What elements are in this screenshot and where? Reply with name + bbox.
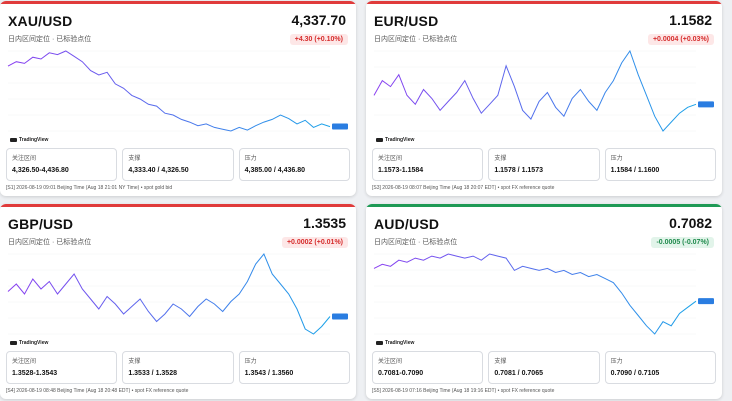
card-accent-bar bbox=[0, 1, 356, 4]
level-value: 1.1573-1.1584 bbox=[378, 167, 424, 174]
price-chart[interactable] bbox=[6, 250, 350, 348]
level-value: 0.7081-0.7090 bbox=[378, 370, 424, 377]
tradingview-logo-icon bbox=[10, 138, 17, 142]
price-line bbox=[373, 49, 697, 132]
price-line bbox=[7, 253, 331, 335]
quote-card-eurusd[interactable]: EUR/USD 1.1582 日内区间定位 · 已标验点位 +0.0004 (+… bbox=[366, 1, 722, 196]
level-box-support: 支撑 4,333.40 / 4,326.50 bbox=[122, 148, 234, 181]
level-box-watch-range: 关注区间 0.7081-0.7090 bbox=[372, 351, 484, 384]
level-value: 1.1578 / 1.1573 bbox=[494, 167, 543, 174]
card-subtitle: 日内区间定位 · 已标验点位 bbox=[374, 239, 458, 246]
level-box-resistance: 压力 1.3543 / 1.3560 bbox=[238, 351, 350, 384]
level-box-watch-range: 关注区间 1.1573-1.1584 bbox=[372, 148, 484, 181]
tradingview-logo-icon bbox=[376, 138, 383, 142]
level-value: 4,385.00 / 4,436.80 bbox=[244, 167, 305, 174]
last-price-marker bbox=[332, 123, 348, 130]
chart-svg bbox=[373, 253, 714, 335]
level-value: 4,326.50-4,436.80 bbox=[12, 167, 69, 174]
price-chart[interactable] bbox=[372, 250, 716, 348]
watermark-label: TradingView bbox=[385, 340, 415, 346]
levels-row: 关注区间 1.3528-1.3543 支撑 1.3533 / 1.3528 压力 1.… bbox=[6, 351, 350, 384]
level-label: 关注区间 bbox=[378, 156, 403, 162]
level-value: 1.3528-1.3543 bbox=[12, 370, 58, 377]
card-accent-bar bbox=[366, 1, 722, 4]
last-price: 1.3535 bbox=[303, 215, 346, 231]
level-label: 支撑 bbox=[128, 156, 141, 162]
card-accent-bar bbox=[0, 204, 356, 207]
tradingview-logo-icon bbox=[10, 341, 17, 345]
price-line bbox=[7, 50, 331, 132]
level-box-resistance: 压力 0.7090 / 0.7105 bbox=[604, 351, 716, 384]
source-footnote: [S1] 2026-08-19 09:01 Beijing Time (Aug … bbox=[6, 185, 173, 191]
chart-svg bbox=[373, 49, 714, 132]
card-subtitle: 日内区间定位 · 已标验点位 bbox=[374, 36, 458, 43]
quote-card-gbpusd[interactable]: GBP/USD 1.3535 日内区间定位 · 已标验点位 +0.0002 (+… bbox=[0, 204, 356, 399]
last-price: 0.7082 bbox=[669, 215, 712, 231]
level-box-watch-range: 关注区间 1.3528-1.3543 bbox=[6, 351, 118, 384]
level-value: 1.3533 / 1.3528 bbox=[128, 370, 177, 377]
level-box-resistance: 压力 1.1584 / 1.1600 bbox=[604, 148, 716, 181]
level-value: 0.7090 / 0.7105 bbox=[610, 370, 660, 377]
tradingview-watermark: TradingView bbox=[10, 137, 48, 143]
last-price: 4,337.70 bbox=[291, 12, 347, 28]
level-label: 压力 bbox=[610, 156, 623, 162]
quote-card-audusd[interactable]: AUD/USD 0.7082 日内区间定位 · 已标验点位 -0.0005 (-… bbox=[366, 204, 722, 399]
level-box-watch-range: 关注区间 4,326.50-4,436.80 bbox=[6, 148, 118, 181]
tradingview-logo-icon bbox=[376, 341, 383, 345]
levels-row: 关注区间 1.1573-1.1584 支撑 1.1578 / 1.1573 压力 1.… bbox=[372, 148, 716, 181]
chart-svg bbox=[7, 253, 348, 335]
tradingview-watermark: TradingView bbox=[10, 340, 48, 346]
card-subtitle: 日内区间定位 · 已标验点位 bbox=[8, 36, 92, 43]
level-label: 压力 bbox=[610, 359, 623, 365]
level-value: 1.3543 / 1.3560 bbox=[244, 370, 294, 377]
tradingview-watermark: TradingView bbox=[376, 137, 414, 143]
source-footnote: [S3] 2026-08-19 08:07 Beijing Time (Aug … bbox=[372, 185, 555, 191]
price-line bbox=[373, 253, 697, 335]
card-subtitle: 日内区间定位 · 已标验点位 bbox=[8, 239, 92, 246]
level-label: 支撑 bbox=[128, 359, 141, 365]
pair-title: GBP/USD bbox=[8, 216, 74, 232]
level-label: 关注区间 bbox=[378, 359, 403, 365]
pair-title: XAU/USD bbox=[8, 13, 73, 29]
pair-title: AUD/USD bbox=[374, 216, 440, 232]
level-value: 0.7081 / 0.7065 bbox=[494, 370, 543, 377]
level-value: 4,333.40 / 4,326.50 bbox=[128, 167, 189, 174]
level-label: 压力 bbox=[244, 156, 257, 162]
tradingview-watermark: TradingView bbox=[376, 340, 414, 346]
change-badge: -0.0005 (-0.07%) bbox=[651, 237, 714, 248]
level-box-support: 支撑 0.7081 / 0.7065 bbox=[488, 351, 600, 384]
last-price: 1.1582 bbox=[669, 12, 712, 28]
change-badge: +0.0002 (+0.01%) bbox=[281, 237, 348, 248]
watermark-label: TradingView bbox=[19, 137, 49, 143]
last-price-marker bbox=[698, 298, 714, 305]
source-footnote: [S5] 2026-08-19 07:16 Beijing Time (Aug … bbox=[372, 388, 555, 394]
change-badge: +0.0004 (+0.03%) bbox=[647, 34, 714, 45]
level-value: 1.1584 / 1.1600 bbox=[610, 167, 660, 174]
card-accent-bar bbox=[366, 204, 722, 207]
watermark-label: TradingView bbox=[385, 137, 415, 143]
level-box-support: 支撑 1.1578 / 1.1573 bbox=[488, 148, 600, 181]
level-label: 支撑 bbox=[494, 359, 507, 365]
level-label: 压力 bbox=[244, 359, 257, 365]
price-chart[interactable] bbox=[6, 47, 350, 145]
change-badge: +4.30 (+0.10%) bbox=[289, 34, 348, 45]
level-box-resistance: 压力 4,385.00 / 4,436.80 bbox=[238, 148, 350, 181]
levels-row: 关注区间 0.7081-0.7090 支撑 0.7081 / 0.7065 压力 0.… bbox=[372, 351, 716, 384]
source-footnote: [S4] 2026-08-19 08:48 Beijing Time (Aug … bbox=[6, 388, 189, 394]
level-label: 关注区间 bbox=[12, 359, 37, 365]
last-price-marker bbox=[332, 313, 348, 320]
last-price-marker bbox=[698, 101, 714, 108]
pair-title: EUR/USD bbox=[374, 13, 439, 29]
watermark-label: TradingView bbox=[19, 340, 49, 346]
price-chart[interactable] bbox=[372, 47, 716, 145]
level-box-support: 支撑 1.3533 / 1.3528 bbox=[122, 351, 234, 384]
quote-card-xauusd[interactable]: XAU/USD 4,337.70 日内区间定位 · 已标验点位 +4.30 (+… bbox=[0, 1, 356, 196]
levels-row: 关注区间 4,326.50-4,436.80 支撑 4,333.40 / 4,326… bbox=[6, 148, 350, 181]
level-label: 支撑 bbox=[494, 156, 507, 162]
level-label: 关注区间 bbox=[12, 156, 37, 162]
chart-svg bbox=[7, 50, 348, 132]
